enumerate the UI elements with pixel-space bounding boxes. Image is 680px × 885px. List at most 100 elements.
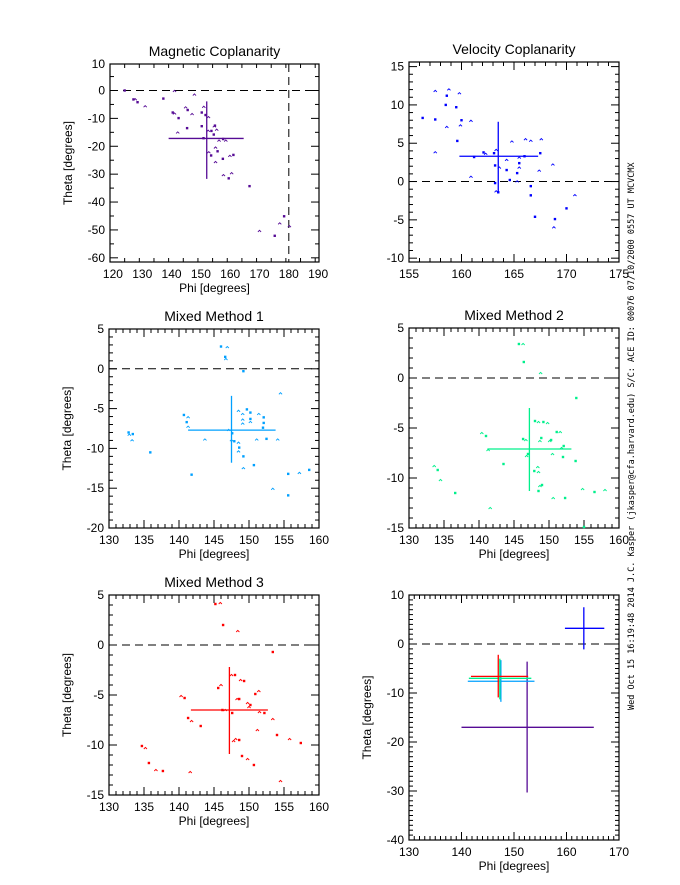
- data-point: [232, 153, 235, 157]
- y-tick-label: 10: [391, 98, 405, 112]
- y-tick-label: 0: [97, 638, 104, 652]
- data-point: [539, 137, 544, 141]
- data-point: [242, 679, 246, 683]
- plot-frame: [108, 328, 320, 529]
- data-point: [202, 438, 207, 441]
- data-point: [278, 392, 283, 395]
- data-point: [263, 711, 266, 715]
- data-point: [131, 432, 134, 436]
- data-point: [433, 89, 438, 93]
- data-point: [287, 494, 290, 497]
- y-tick-label: -20: [387, 735, 405, 749]
- data-point: [493, 164, 497, 167]
- data-point: [229, 673, 234, 677]
- data-point: [217, 686, 220, 690]
- data-point: [153, 768, 158, 772]
- data-point: [445, 94, 448, 97]
- y-tick-label: 5: [97, 322, 104, 336]
- x-tick-label: 160: [220, 267, 240, 281]
- data-point: [572, 193, 577, 197]
- x-tick-label: 160: [451, 267, 471, 281]
- x-tick-label: 190: [308, 267, 328, 281]
- plot-frame: [108, 594, 320, 796]
- x-tick-label: 160: [609, 533, 629, 547]
- data-point: [252, 763, 256, 767]
- y-tick-label: -40: [387, 833, 405, 847]
- data-point: [236, 409, 241, 413]
- data-point: [456, 139, 459, 143]
- data-point: [182, 413, 186, 417]
- x-tick-label: 150: [539, 533, 559, 547]
- data-point: [161, 769, 165, 773]
- data-point: [432, 464, 437, 468]
- data-point: [172, 112, 177, 115]
- x-tick-label: 145: [204, 800, 224, 814]
- data-point: [533, 419, 537, 423]
- data-point: [217, 139, 221, 142]
- data-point: [537, 484, 542, 488]
- data-point: [172, 89, 177, 93]
- data-point: [297, 471, 302, 475]
- y-axis-label: Theta [degrees]: [60, 653, 74, 737]
- data-point: [190, 473, 193, 476]
- x-axis-label: Phi [degrees]: [179, 281, 250, 295]
- x-tick-label: 150: [191, 267, 211, 281]
- summary-panel: 130 140 150 160 170 10 0 -10 -20 -30 -40 Phi [degre…: [360, 588, 629, 873]
- data-point: [133, 98, 138, 101]
- y-tick-label: -10: [387, 251, 405, 265]
- x-tick-label: 130: [399, 845, 419, 859]
- data-point: [458, 124, 463, 127]
- y-tick-label: -20: [88, 139, 106, 153]
- data-point: [223, 357, 228, 361]
- data-point: [436, 468, 439, 472]
- data-point: [233, 673, 237, 677]
- y-tick-label: -5: [393, 421, 404, 435]
- data-point: [242, 369, 245, 373]
- data-point: [563, 496, 567, 500]
- data-point: [229, 171, 234, 175]
- data-point: [287, 472, 290, 476]
- data-point: [455, 106, 458, 109]
- y-tick-label: -10: [87, 738, 105, 752]
- data-point: [261, 426, 265, 429]
- data-point: [509, 140, 514, 143]
- data-point: [515, 171, 519, 175]
- data-point: [504, 158, 509, 162]
- data-point: [469, 119, 473, 123]
- x-tick-label: 155: [399, 267, 419, 281]
- data-point: [271, 650, 274, 654]
- y-tick-label: -10: [88, 111, 106, 125]
- data-point: [528, 139, 533, 143]
- data-point: [147, 761, 151, 765]
- data-point: [248, 184, 251, 188]
- data-point: [523, 137, 528, 141]
- data-point: [558, 430, 563, 434]
- data-point: [130, 438, 135, 442]
- data-point: [186, 716, 190, 720]
- data-point: [540, 483, 544, 487]
- x-tick-label: 140: [162, 267, 182, 281]
- y-tick-label: 10: [391, 588, 405, 602]
- data-point: [493, 181, 497, 185]
- y-tick-label: 0: [97, 362, 104, 376]
- x-tick-label: 150: [239, 533, 259, 547]
- data-point: [482, 151, 485, 154]
- data-point: [245, 701, 250, 705]
- x-tick-label: 170: [609, 845, 629, 859]
- data-point: [225, 345, 230, 349]
- y-axis-label: Theta [degrees]: [360, 675, 374, 759]
- x-tick-label: 130: [399, 533, 419, 547]
- data-point: [517, 156, 522, 159]
- plot-frame: [408, 594, 620, 841]
- data-point: [256, 412, 261, 416]
- x-tick-label: 150: [504, 845, 524, 859]
- x-tick-label: 160: [556, 845, 576, 859]
- data-point: [553, 217, 557, 221]
- data-point: [257, 710, 262, 714]
- data-point: [238, 446, 241, 449]
- data-point: [213, 124, 217, 127]
- data-point: [521, 342, 526, 346]
- data-point: [547, 439, 552, 443]
- data-point: [249, 411, 252, 414]
- data-point: [545, 421, 550, 425]
